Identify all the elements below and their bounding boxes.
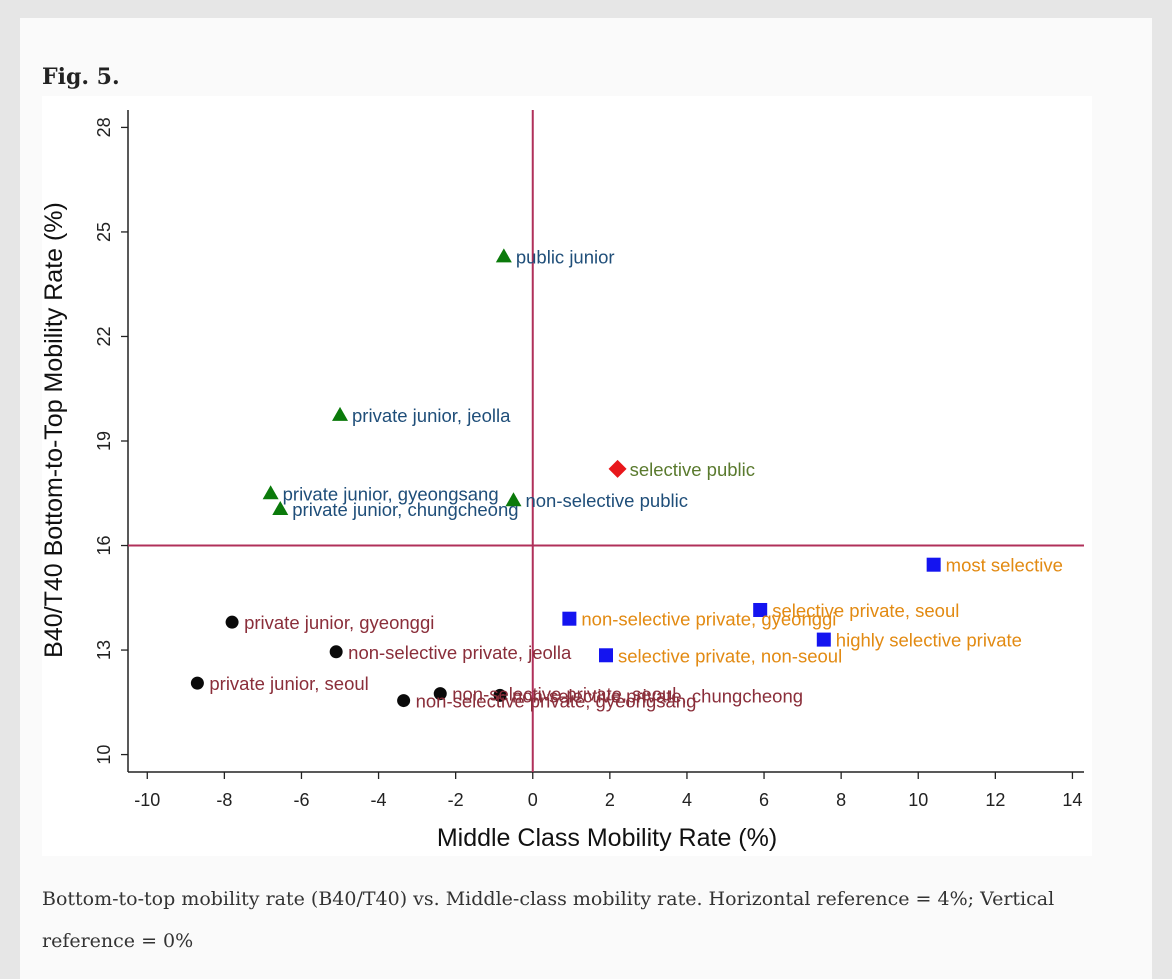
square-marker xyxy=(753,602,768,617)
point-label: most selective xyxy=(946,555,1063,576)
y-tick-label: 13 xyxy=(94,640,114,660)
point-label: non-selective private, gyeonggi xyxy=(581,609,836,630)
point-label: highly selective private xyxy=(836,630,1022,651)
triangle-marker xyxy=(332,406,349,421)
x-tick-label: -10 xyxy=(134,790,160,810)
point-label: non-selective private, gyeongsang xyxy=(416,691,697,712)
figure-caption: Bottom-to-top mobility rate (B40/T40) vs… xyxy=(42,888,1055,952)
y-tick-label: 10 xyxy=(94,745,114,765)
point-label: non-selective private, seoul xyxy=(452,684,676,705)
axes-layer: -10 -8 -6 -4 -2 0 2 4 6 8 10 12 14 10 13 16 19 22 25 28 xyxy=(94,110,1084,810)
point-label: private junior, seoul xyxy=(209,673,368,694)
point-label: private junior, gyeongsang xyxy=(283,483,499,504)
circle-marker xyxy=(397,694,411,708)
diamond-marker xyxy=(608,459,627,478)
y-tick-label: 19 xyxy=(94,431,114,451)
triangle-marker xyxy=(495,248,512,263)
circle-marker xyxy=(329,645,343,659)
triangle-marker xyxy=(272,500,289,515)
point-label: private junior, chungcheong xyxy=(292,499,518,520)
x-tick-label: 6 xyxy=(759,790,769,810)
point-label: selective private, seoul xyxy=(772,600,959,621)
reference-lines xyxy=(128,110,1084,772)
x-tick-label: -4 xyxy=(371,790,387,810)
circle-marker xyxy=(433,687,447,701)
x-tick-label: 14 xyxy=(1062,790,1082,810)
x-tick-label: 2 xyxy=(605,790,615,810)
figure-label: Fig. 5. xyxy=(42,64,120,90)
labels-layer: public junior private junior, jeolla priva… xyxy=(209,246,1062,711)
y-tick-label: 25 xyxy=(94,222,114,242)
x-tick-label: 4 xyxy=(682,790,692,810)
circle-marker xyxy=(225,615,239,629)
point-label: selective private, non-seoul xyxy=(618,645,842,666)
square-marker xyxy=(562,611,577,626)
x-tick-label: 10 xyxy=(908,790,928,810)
y-axis-title: B40/T40 Bottom-to-Top Mobility Rate (%) xyxy=(40,202,68,658)
point-label: non-selective public xyxy=(525,490,687,511)
y-tick-label: 22 xyxy=(94,326,114,346)
x-tick-label: 12 xyxy=(985,790,1005,810)
circle-marker xyxy=(493,688,507,702)
x-tick-label: -6 xyxy=(293,790,309,810)
points-layer xyxy=(190,248,941,708)
square-marker xyxy=(816,632,831,647)
x-tick-label: -8 xyxy=(216,790,232,810)
plot-background xyxy=(42,96,1092,856)
point-label: selective public xyxy=(630,459,755,480)
y-tick-label: 28 xyxy=(94,117,114,137)
point-label: non-selective private, jeolla xyxy=(348,642,572,663)
point-label: non-selective private, chungcheong xyxy=(512,685,803,706)
x-axis-title: Middle Class Mobility Rate (%) xyxy=(437,824,777,852)
x-tick-label: -2 xyxy=(448,790,464,810)
circle-marker xyxy=(190,676,204,690)
square-marker xyxy=(599,648,613,663)
y-tick-label: 16 xyxy=(94,536,114,556)
point-label: private junior, gyeonggi xyxy=(244,612,434,633)
triangle-marker xyxy=(262,485,279,500)
square-marker xyxy=(926,557,941,572)
x-tick-label: 8 xyxy=(836,790,846,810)
x-tick-label: 0 xyxy=(528,790,538,810)
triangle-marker xyxy=(505,492,522,507)
point-label: private junior, jeolla xyxy=(352,405,511,426)
point-label: public junior xyxy=(516,246,615,267)
